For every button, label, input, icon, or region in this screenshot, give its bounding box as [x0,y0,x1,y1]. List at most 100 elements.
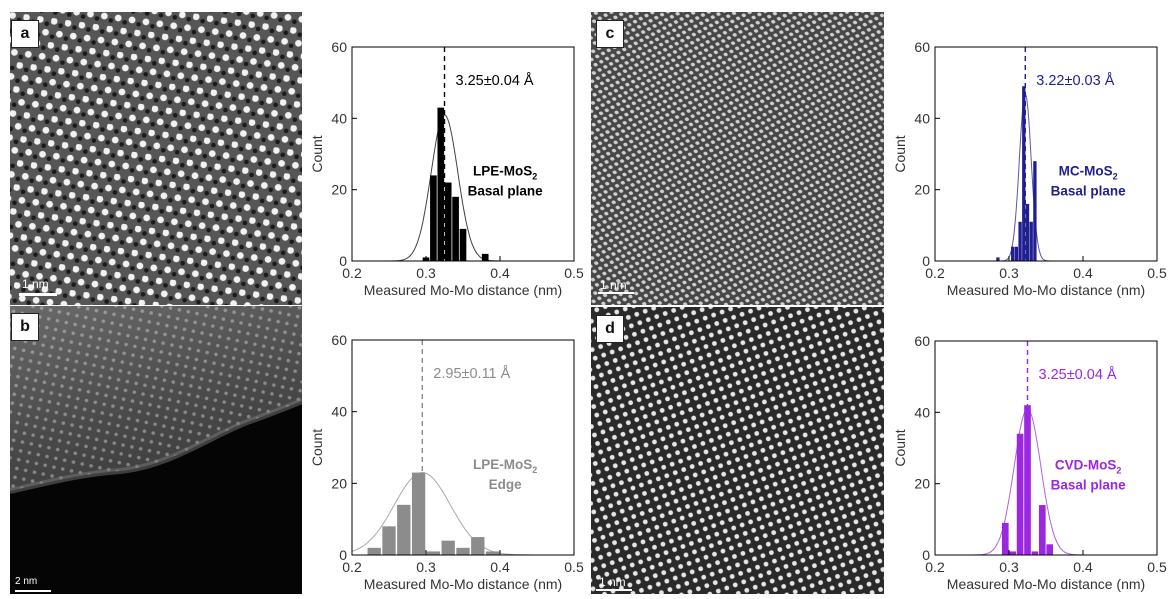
scale-label-d: 1 nm [599,575,626,589]
panel-letter-a: a [11,20,39,48]
panel-letter-b: b [11,313,39,341]
x-axis-label-b: Measured Mo-Mo distance (nm) [364,576,562,592]
sample-name-c: MC-MoS2 [1059,163,1118,181]
x-tick-label-c-0: 0.2 [925,265,945,281]
panel-letter-d: d [596,315,624,343]
histogram-bar-b-3 [411,472,426,555]
sample-name-b: LPE-MoS2 [473,457,537,475]
x-tick-label-d-0: 0.2 [925,559,945,575]
y-axis-label-c: Count [892,135,908,172]
histogram-bar-b-4 [426,551,441,555]
histogram-bar-a-6 [481,253,489,261]
x-tick-label-c-2: 0.4 [1073,265,1093,281]
histogram-bar-d-2 [1016,433,1024,555]
scale-label-b: 2 nm [15,576,38,587]
y-tick-label-a-0: 0 [339,253,347,269]
y-tick-label-c-2: 40 [914,110,930,126]
y-tick-label-c-1: 20 [914,182,930,198]
histogram-bar-c-6 [1029,221,1033,261]
y-axis-label-a: Count [309,135,325,172]
x-tick-label-b-1: 0.3 [416,559,436,575]
y-tick-label-d-0: 0 [922,547,930,563]
stem-image-a [10,12,302,305]
stem-image-d [591,307,884,594]
y-tick-label-d-3: 60 [914,333,930,349]
y-tick-label-d-1: 20 [914,476,930,492]
scale-label-a: 1 nm [22,277,49,291]
x-tick-label-d-2: 0.4 [1073,559,1093,575]
sample-region-b: Edge [489,477,522,492]
x-tick-label-a-1: 0.3 [416,265,436,281]
scale-bar-d [596,589,632,591]
histogram-bar-a-5 [459,228,467,261]
mean-value-label-a: 3.25±0.04 Å [456,72,534,89]
x-tick-label-a-2: 0.4 [490,265,510,281]
stem-image-c [591,12,884,305]
mean-value-label-d: 3.25±0.04 Å [1039,366,1117,383]
histogram-b: 0.2 0.3 0.4 0.5 0 20 40 60 Measured Mo-Mo distan… [300,327,590,599]
histogram-bar-d-0 [1001,522,1009,555]
histogram-bar-a-4 [452,196,459,261]
x-tick-label-a-3: 0.5 [564,265,584,281]
sample-region-d: Basal plane [1051,477,1127,492]
scale-label-c: 1 nm [600,278,627,292]
histogram-bar-c-1 [1011,246,1015,261]
mean-value-label-b: 2.95±0.11 Å [433,365,510,382]
x-tick-label-b-0: 0.2 [342,559,362,575]
histogram-bar-b-8 [485,551,500,555]
x-tick-label-a-0: 0.2 [342,265,362,281]
plot-frame-a [351,46,575,262]
histogram-bar-b-1 [382,526,396,555]
x-tick-label-c-3: 0.5 [1147,265,1167,281]
y-tick-label-a-1: 20 [331,182,347,198]
histogram-bar-c-3 [1018,221,1022,261]
y-axis-label-d: Count [892,429,908,466]
histogram-c: 0.2 0.3 0.4 0.5 0 20 40 60 Measured Mo-Mo distan… [880,30,1170,310]
x-tick-label-d-1: 0.3 [999,559,1019,575]
mean-value-label-c: 3.22±0.03 Å [1036,72,1114,89]
x-tick-label-c-1: 0.3 [999,265,1019,281]
plot-frame-d [934,340,1158,556]
histogram-a: 0.2 0.3 0.4 0.5 0 20 40 60 Measured Mo-Mo distan… [300,30,590,310]
y-tick-label-b-3: 60 [331,332,347,348]
gaussian-fit-curve-c [935,91,1157,262]
y-tick-label-c-0: 0 [922,253,930,269]
x-tick-label-b-3: 0.5 [564,559,584,575]
histogram-bar-c-0 [996,257,1000,261]
y-axis-label-b: Count [309,429,325,466]
sample-name-a: LPE-MoS2 [473,163,537,181]
histogram-bar-d-4 [1031,551,1039,555]
histogram-bar-b-0 [367,547,381,555]
scale-bar-a [19,293,57,296]
y-tick-label-b-0: 0 [339,547,347,563]
histogram-bar-a-1 [430,175,437,261]
histogram-d: 0.2 0.3 0.4 0.5 0 20 40 60 Measured Mo-Mo distan… [880,327,1170,599]
x-tick-label-b-2: 0.4 [490,559,510,575]
panel-letter-c: c [596,20,624,48]
histogram-bar-d-5 [1038,505,1046,555]
y-tick-label-b-2: 40 [331,404,347,420]
scale-bar-b [15,590,51,592]
histogram-bar-b-2 [397,504,411,555]
x-axis-label-d: Measured Mo-Mo distance (nm) [947,576,1145,592]
sample-region-c: Basal plane [1051,183,1127,198]
y-tick-label-a-2: 40 [331,110,347,126]
plot-frame-c [934,46,1158,262]
y-tick-label-a-3: 60 [331,39,347,55]
x-tick-label-d-3: 0.5 [1147,559,1167,575]
histogram-bar-b-6 [456,547,470,555]
scale-bar-c [598,292,634,294]
histogram-bar-a-3 [444,182,452,261]
x-axis-label-c: Measured Mo-Mo distance (nm) [947,282,1145,298]
histogram-bar-c-2 [1014,246,1019,261]
histogram-bar-d-6 [1046,544,1054,555]
sample-name-d: CVD-MoS2 [1055,457,1122,475]
histogram-bar-b-5 [441,540,455,555]
histogram-bar-c-5 [1025,203,1030,261]
histogram-bar-b-7 [471,537,485,555]
plot-frame-b [351,339,575,556]
histogram-bar-d-1 [1009,551,1017,555]
y-tick-label-b-1: 20 [331,475,347,491]
y-tick-label-d-2: 40 [914,404,930,420]
stem-image-b [10,306,302,594]
